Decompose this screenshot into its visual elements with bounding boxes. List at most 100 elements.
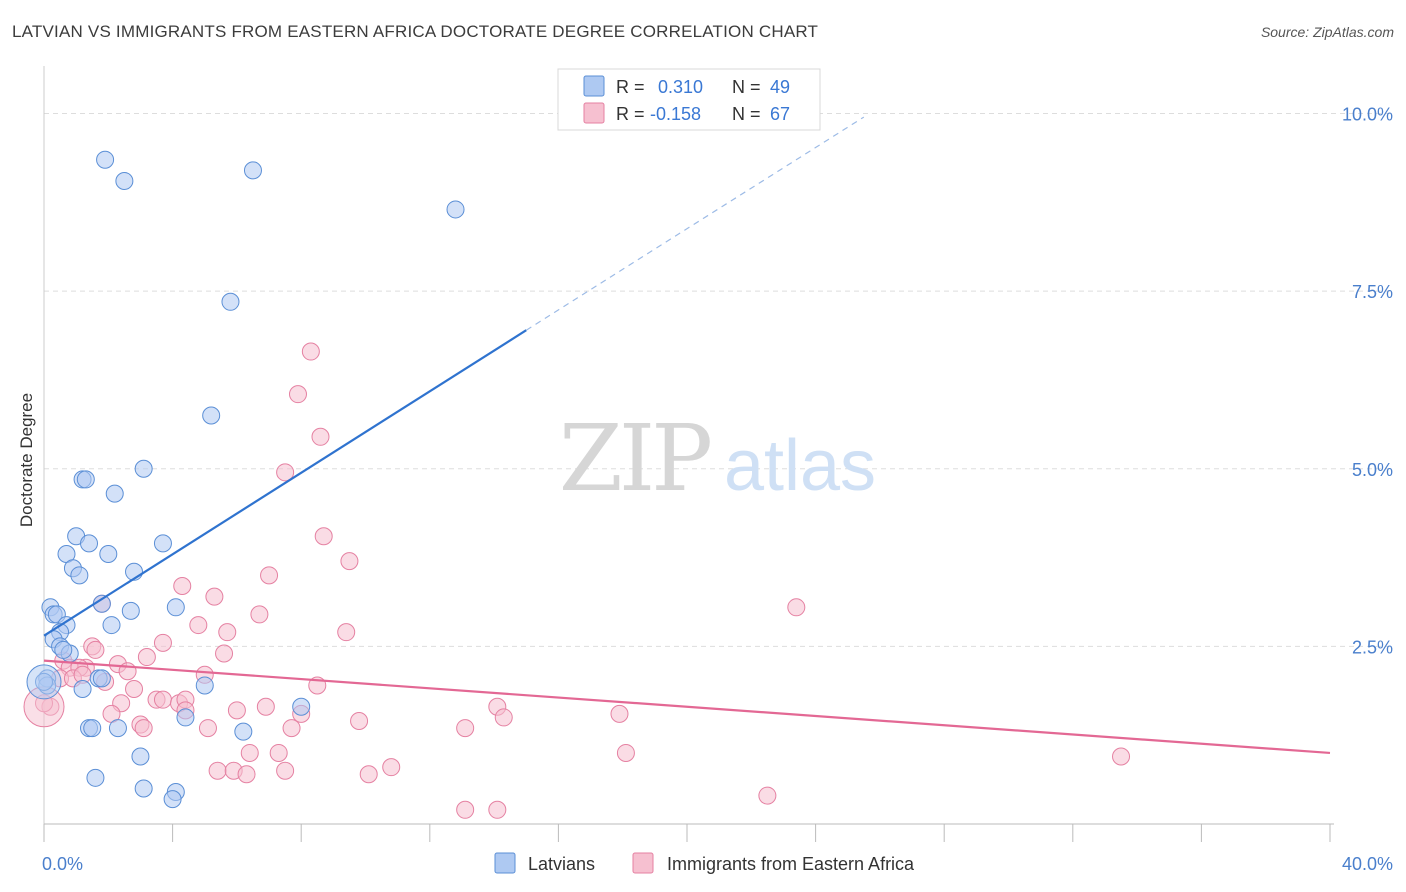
ea-point bbox=[288, 385, 307, 404]
y-tick-label-0: 2.5% bbox=[1352, 637, 1393, 657]
watermark: ZIP atlas bbox=[559, 405, 876, 512]
latvian-point bbox=[131, 747, 150, 766]
ea-point bbox=[301, 342, 320, 361]
latvian-point bbox=[121, 601, 140, 620]
watermark-atlas: atlas bbox=[724, 426, 876, 506]
ea-point bbox=[227, 701, 246, 720]
legend-label-latvians: Latvians bbox=[528, 854, 595, 874]
ea-point bbox=[340, 552, 359, 571]
source-label: Source: ZipAtlas.com bbox=[1260, 24, 1394, 40]
latvian-point bbox=[195, 676, 214, 695]
ea-point bbox=[218, 623, 237, 642]
latvian-point bbox=[99, 545, 118, 564]
ea-point bbox=[337, 623, 356, 642]
latvian-point bbox=[202, 406, 221, 425]
ea-point bbox=[240, 743, 259, 762]
ea-point bbox=[350, 711, 369, 730]
ea-point bbox=[256, 697, 275, 716]
x-tick-label-0: 0.0% bbox=[42, 854, 83, 874]
latvian-point-large bbox=[26, 664, 62, 700]
ea-point bbox=[153, 690, 172, 709]
legend-label-eastern-africa: Immigrants from Eastern Africa bbox=[667, 854, 915, 874]
ea-point bbox=[1112, 747, 1131, 766]
latvian-point bbox=[83, 719, 102, 738]
latvian-point bbox=[153, 534, 172, 553]
ea-point bbox=[173, 576, 192, 595]
ea-point bbox=[134, 719, 153, 738]
ea-point bbox=[153, 633, 172, 652]
latvian-point bbox=[73, 680, 92, 699]
latvian-point bbox=[105, 484, 124, 503]
ea-point bbox=[215, 644, 234, 663]
latvian-point bbox=[176, 708, 195, 727]
ea-point bbox=[382, 758, 401, 777]
ea-point bbox=[494, 708, 513, 727]
trend-lines bbox=[43, 116, 1331, 755]
latvian-point bbox=[76, 470, 95, 489]
ea-point bbox=[311, 427, 330, 446]
latvian-point bbox=[134, 779, 153, 798]
latvian-point bbox=[234, 722, 253, 741]
series-legend: Latvians Immigrants from Eastern Africa bbox=[494, 852, 915, 874]
tick-labels: 2.5% 5.0% 7.5% 10.0% 0.0% 40.0% bbox=[42, 105, 1393, 874]
ea-point bbox=[205, 587, 224, 606]
ea-point bbox=[269, 743, 288, 762]
series-eastern-africa bbox=[23, 342, 1131, 819]
trend-line-eastern-africa bbox=[43, 659, 1331, 755]
chart-title: LATVIAN VS IMMIGRANTS FROM EASTERN AFRIC… bbox=[12, 22, 819, 41]
ea-point bbox=[86, 640, 105, 659]
y-axis-title: Doctorate Degree bbox=[17, 392, 36, 528]
latvian-point bbox=[446, 200, 465, 219]
legend-swatch-latvians bbox=[583, 75, 605, 97]
ea-point bbox=[616, 743, 635, 762]
ea-point bbox=[488, 800, 507, 819]
legend-r-label-1: R = bbox=[616, 77, 645, 97]
legend-r-value-2: -0.158 bbox=[650, 104, 701, 124]
latvian-point bbox=[70, 566, 89, 585]
y-tick-label-1: 5.0% bbox=[1352, 460, 1393, 480]
legend-r-label-2: R = bbox=[616, 104, 645, 124]
ea-point bbox=[276, 761, 295, 780]
latvian-point bbox=[54, 640, 73, 659]
legend-n-label-2: N = bbox=[732, 104, 761, 124]
latvian-point bbox=[166, 598, 185, 617]
legend-swatch-latvians-bottom bbox=[494, 852, 516, 874]
latvian-point bbox=[292, 697, 311, 716]
ea-point bbox=[610, 704, 629, 723]
legend-swatch-eastern-africa bbox=[583, 102, 605, 124]
trend-line-latvians bbox=[43, 329, 527, 637]
legend-n-label-1: N = bbox=[732, 77, 761, 97]
ea-point bbox=[758, 786, 777, 805]
latvian-point bbox=[134, 459, 153, 478]
ea-point bbox=[198, 719, 217, 738]
ea-point bbox=[260, 566, 279, 585]
latvian-point bbox=[92, 669, 111, 688]
ea-point bbox=[189, 616, 208, 635]
latvian-point bbox=[243, 161, 262, 180]
legend-swatch-eastern-africa-bottom bbox=[632, 852, 654, 874]
ea-point bbox=[137, 648, 156, 667]
ea-point bbox=[276, 463, 295, 482]
ea-point bbox=[237, 765, 256, 784]
latvian-point bbox=[221, 292, 240, 311]
latvian-point bbox=[96, 150, 115, 169]
y-tick-label-3: 10.0% bbox=[1342, 105, 1393, 125]
latvian-point bbox=[108, 719, 127, 738]
latvian-point bbox=[102, 616, 121, 635]
latvian-point bbox=[115, 172, 134, 191]
latvian-point bbox=[163, 790, 182, 809]
ea-point bbox=[787, 598, 806, 617]
ea-point bbox=[250, 605, 269, 624]
legend-r-value-1: 0.310 bbox=[658, 77, 703, 97]
legend-n-value-1: 49 bbox=[770, 77, 790, 97]
legend-n-value-2: 67 bbox=[770, 104, 790, 124]
ea-point bbox=[314, 527, 333, 546]
watermark-zip: ZIP bbox=[559, 405, 710, 512]
ea-point bbox=[456, 719, 475, 738]
y-tick-label-2: 7.5% bbox=[1352, 282, 1393, 302]
latvian-point bbox=[86, 768, 105, 787]
ea-point bbox=[282, 719, 301, 738]
series-latvians bbox=[26, 150, 465, 809]
ea-point bbox=[125, 680, 144, 699]
